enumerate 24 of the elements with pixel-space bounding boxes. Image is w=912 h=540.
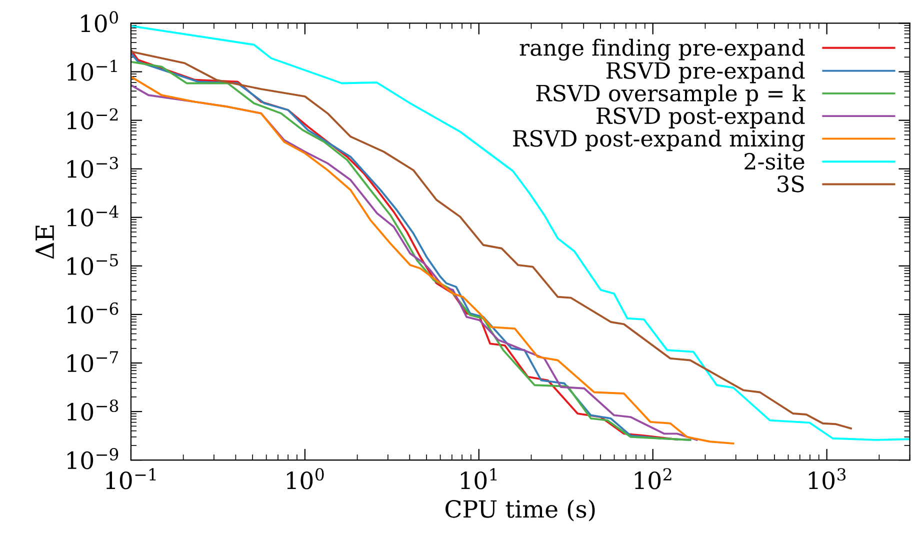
- y-tick-label: 10$^{0}$: [81, 11, 118, 32]
- y-tick-label: 10$^{−1}$: [67, 60, 117, 81]
- legend-label: RSVD pre-expand: [606, 62, 805, 84]
- y-tick-label: 10$^{−9}$: [67, 448, 118, 470]
- x-tick-label: 10$^{−1}$: [106, 468, 156, 490]
- legend-label: range finding pre-expand: [520, 38, 805, 61]
- y-tick-label: 10$^{−3}$: [67, 156, 118, 178]
- x-tick-label: 10$^{3}$: [808, 468, 846, 490]
- legend-label: RSVD post-expand mixing: [513, 130, 805, 152]
- legend-label: RSVD post-expand: [596, 106, 805, 128]
- y-tick-label: 10$^{−2}$: [67, 108, 118, 130]
- y-tick-label: 10$^{−6}$: [67, 302, 118, 324]
- y-tick-label: 10$^{−7}$: [67, 351, 118, 372]
- y-axis-title: ΔE: [36, 226, 54, 259]
- legend-label: 2-site: [744, 152, 804, 170]
- x-tick-label: 10$^{1}$: [460, 468, 497, 490]
- y-tick-label: 10$^{−4}$: [67, 205, 118, 227]
- y-tick-label: 10$^{−8}$: [67, 399, 118, 421]
- x-tick-label: 10$^{0}$: [287, 468, 324, 490]
- x-tick-label: 10$^{2}$: [634, 468, 672, 490]
- x-axis-title: CPU time (s): [446, 500, 595, 522]
- legend-label: RSVD oversample p = k: [536, 84, 806, 106]
- y-tick-label: 10$^{−5}$: [67, 254, 118, 276]
- legend-label: 3S: [778, 176, 804, 192]
